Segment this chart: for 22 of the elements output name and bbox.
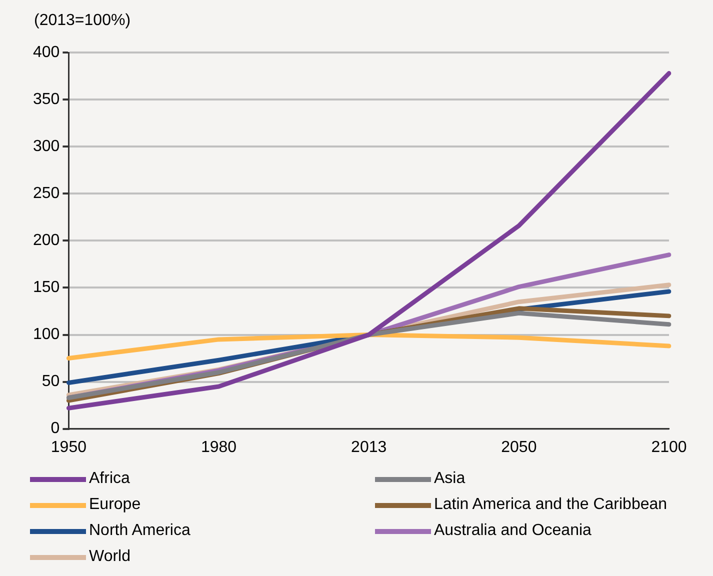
y-tick-label: 400 (32, 44, 60, 62)
legend-label: North America (89, 522, 190, 540)
y-tick-label: 0 (50, 420, 60, 438)
legend-label: Asia (434, 470, 466, 488)
x-tick-label: 2013 (351, 438, 387, 456)
y-tick-label: 250 (32, 185, 60, 202)
y-axis-title: (2013=100%) (34, 12, 131, 30)
x-tick-label: 2100 (651, 438, 687, 456)
legend-label: Australia and Oceania (434, 522, 592, 540)
x-tick-label: 1950 (50, 438, 87, 456)
y-tick-label: 350 (32, 91, 60, 108)
x-tick-label: 1980 (200, 438, 237, 456)
y-tick-label: 150 (32, 279, 60, 296)
y-tick-label: 300 (32, 138, 60, 156)
y-tick-label: 50 (42, 373, 60, 390)
x-tick-label: 2050 (501, 438, 537, 456)
legend-label: World (89, 548, 130, 566)
legend-label: Latin America and the Caribbean (434, 496, 668, 514)
legend-label: Europe (89, 496, 141, 514)
y-tick-label: 200 (32, 232, 60, 250)
y-tick-label: 100 (32, 326, 60, 344)
legend-label: Africa (89, 470, 130, 488)
